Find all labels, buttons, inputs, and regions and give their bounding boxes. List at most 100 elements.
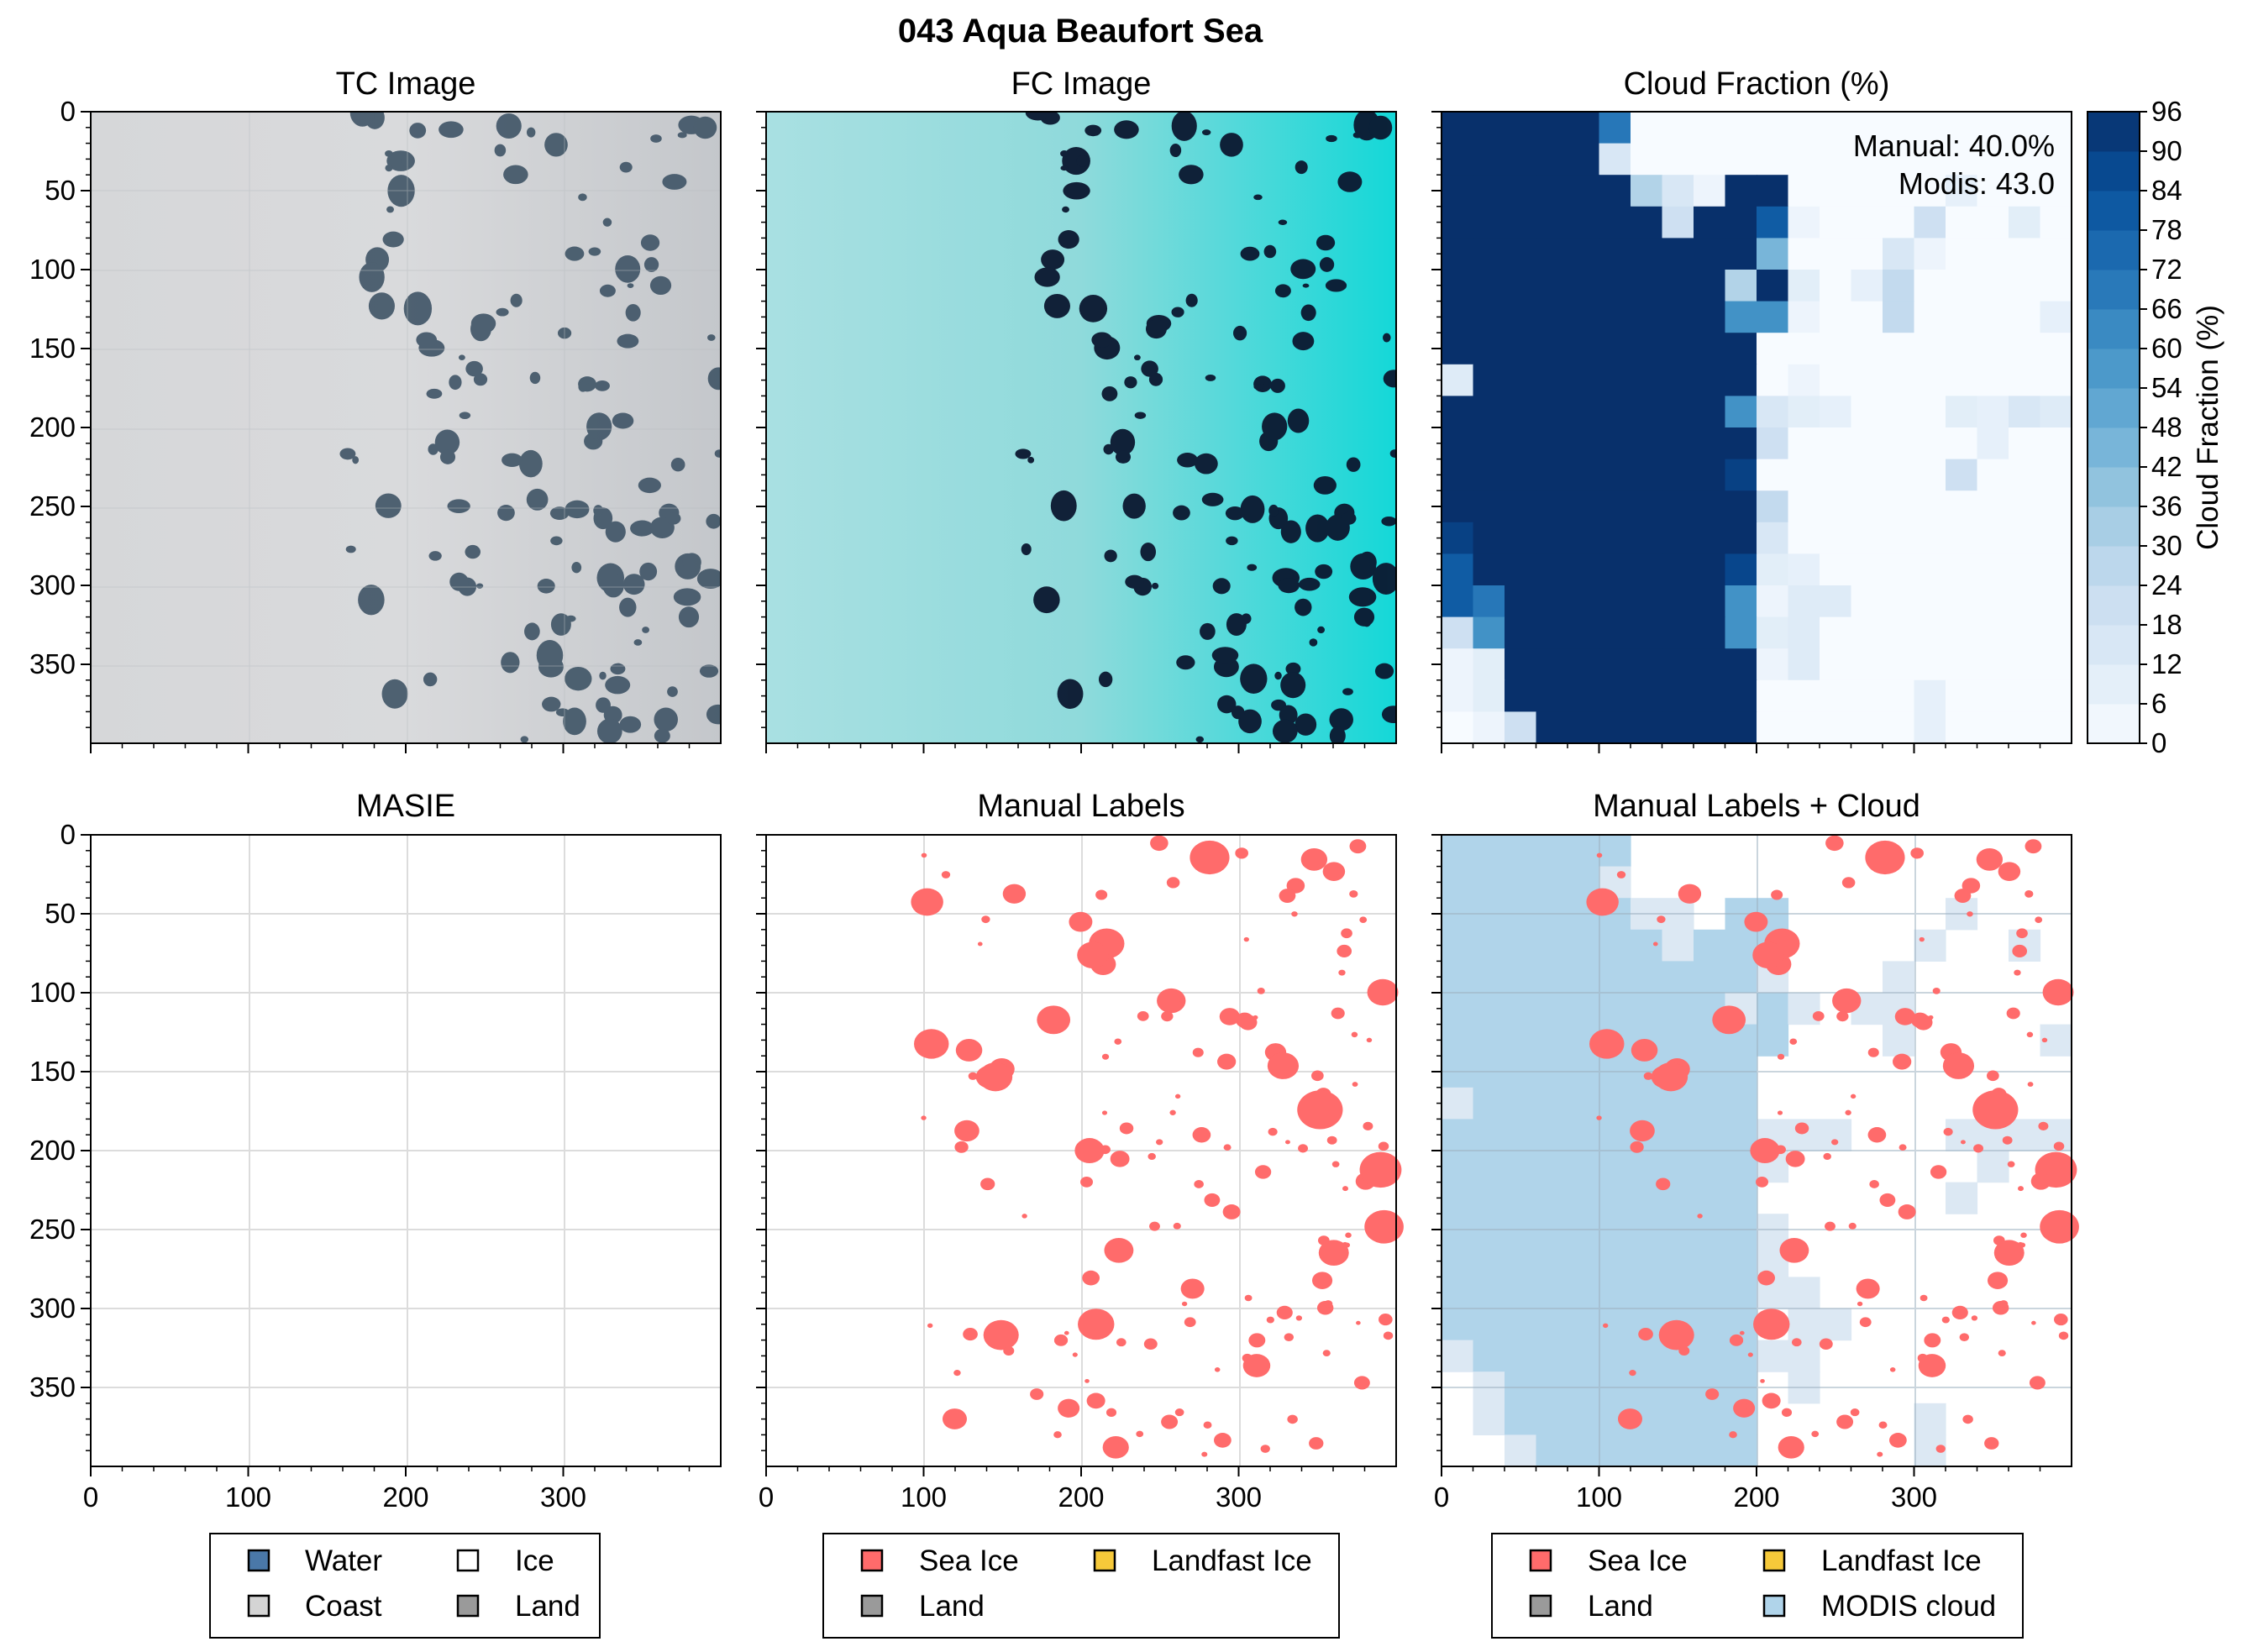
sea-ice-floe	[1345, 1232, 1352, 1238]
sea-ice-floe	[2014, 969, 2021, 976]
cloud-cell	[1536, 1308, 1568, 1341]
cloud-cell	[1536, 1087, 1568, 1120]
heatmap-cell	[1788, 490, 1820, 523]
cloud-cell	[1599, 1277, 1631, 1309]
water-lead	[1179, 165, 1204, 185]
sea-ice-floe	[1352, 1082, 1358, 1087]
sea-ice-floe	[1119, 1122, 1134, 1135]
heatmap-cell	[1820, 206, 1852, 239]
sea-ice-floe	[1086, 1392, 1105, 1409]
heatmap-cell	[1505, 143, 1537, 176]
heatmap-cell	[1977, 175, 2009, 207]
sea-ice-floe	[2035, 1151, 2077, 1188]
cloud-cell	[1725, 929, 1757, 962]
x-tick-label: 0	[1434, 1482, 1449, 1513]
heatmap-cell	[1442, 206, 1474, 239]
heatmap-cell	[1820, 333, 1852, 365]
heatmap-cell	[1599, 711, 1631, 744]
legend-label-ice: Ice	[515, 1544, 554, 1577]
cloud-cell	[1536, 961, 1568, 994]
heatmap-cell	[1442, 333, 1474, 365]
sea-ice-floe	[1959, 1333, 1969, 1342]
cloud-cell	[1568, 1245, 1600, 1277]
water-lead	[1133, 354, 1141, 361]
water-lead	[465, 544, 481, 559]
legend-label-sea-ice: Sea Ice	[1588, 1544, 1688, 1577]
sea-ice-floe	[1077, 941, 1109, 969]
heatmap-cell	[1505, 585, 1537, 618]
water-lead	[602, 573, 624, 598]
sea-ice-floe	[1356, 1320, 1361, 1325]
water-lead	[339, 448, 356, 460]
heatmap-cell	[1725, 301, 1757, 333]
colorbar-tick-label: 12	[2151, 648, 2182, 679]
cloud-cell	[1568, 993, 1600, 1025]
x-tick-label: 200	[1058, 1482, 1104, 1513]
heatmap-cell	[1599, 616, 1631, 649]
heatmap-cell	[2040, 585, 2072, 618]
heatmap-cell	[1977, 206, 2009, 239]
water-lead	[706, 513, 721, 529]
sea-ice-floe	[1194, 1180, 1204, 1188]
colorbar-segment	[2088, 704, 2140, 744]
colorbar	[2088, 112, 2140, 744]
heatmap-cell	[2040, 459, 2072, 491]
water-lead	[1238, 709, 1262, 734]
water-lead	[524, 622, 540, 641]
sea-ice-floe	[1078, 1308, 1115, 1340]
panel-title-tc: TC Image	[336, 66, 476, 102]
heatmap-cell	[1694, 301, 1726, 333]
sea-ice-floe	[1785, 1151, 1805, 1167]
water-lead	[544, 133, 568, 157]
y-tick-label: 300	[29, 1293, 76, 1324]
cloud-cell	[1599, 1119, 1631, 1151]
colorbar-segment	[2088, 388, 2140, 428]
heatmap-cell	[1914, 522, 1946, 554]
heatmap-cell	[2009, 553, 2041, 586]
heatmap-cell	[1914, 238, 1946, 270]
water-lead	[1389, 449, 1396, 458]
sea-ice-floe	[1729, 1334, 1744, 1346]
water-lead	[426, 388, 443, 399]
water-lead	[1278, 219, 1288, 225]
sea-ice-floe	[1812, 1010, 1825, 1021]
colorbar-tick-label: 24	[2151, 569, 2182, 600]
water-lead	[1368, 115, 1393, 140]
heatmap-cell	[1599, 490, 1631, 523]
heatmap-cell	[1883, 396, 1915, 428]
heatmap-cell	[2009, 396, 2041, 428]
water-lead	[1232, 325, 1247, 341]
sea-ice-floe	[921, 1115, 927, 1120]
colorbar-tick-label: 42	[2151, 451, 2182, 482]
heatmap-cell	[1883, 711, 1915, 744]
water-lead	[1348, 587, 1377, 607]
sea-ice-floe	[1082, 1270, 1100, 1286]
cloud-cell	[1694, 1277, 1726, 1309]
legend-label-water: Water	[305, 1544, 382, 1577]
cloud-cell	[1505, 1403, 1537, 1435]
colorbar-segment	[2088, 151, 2140, 191]
water-lead	[1295, 598, 1312, 616]
cloud-cell	[1914, 1403, 1946, 1435]
sea-ice-floe	[1351, 1031, 1358, 1038]
water-lead	[501, 652, 520, 674]
sea-ice-floe	[1279, 889, 1296, 903]
heatmap-cell	[1757, 238, 1789, 270]
water-lead	[595, 380, 610, 391]
sea-ice-floe	[1762, 1392, 1781, 1409]
heatmap-cell	[1473, 396, 1505, 428]
heatmap-cell	[1694, 648, 1726, 681]
sea-ice-floe	[1705, 1388, 1720, 1400]
colorbar-tick-label: 18	[2151, 609, 2182, 640]
heatmap-cell	[1820, 396, 1852, 428]
heatmap-cell	[1946, 175, 1978, 207]
sea-ice-floe	[1629, 1370, 1636, 1377]
heatmap-cell	[1631, 270, 1663, 302]
heatmap-cell	[1883, 616, 1915, 649]
heatmap-cell	[1442, 679, 1474, 712]
heatmap-cell	[1725, 679, 1757, 712]
water-lead	[1104, 549, 1117, 563]
heatmap-cell	[1631, 553, 1663, 586]
heatmap-cell	[1473, 522, 1505, 554]
water-lead	[678, 606, 700, 628]
